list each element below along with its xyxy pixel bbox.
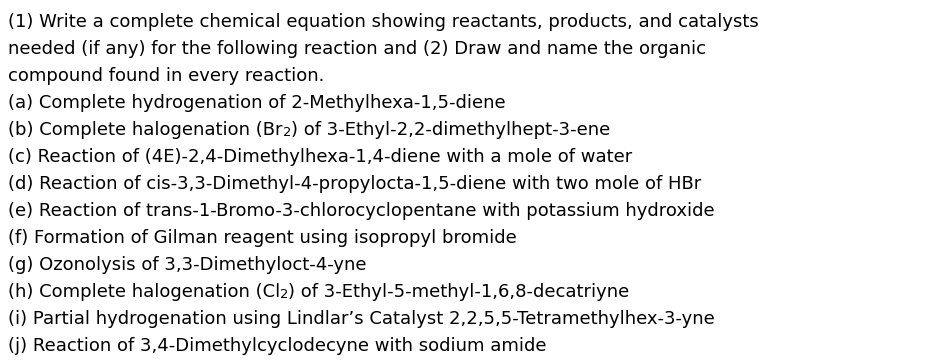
Text: (c) Reaction of (4E)-2,4-Dimethylhexa-1,4-diene with a mole of water: (c) Reaction of (4E)-2,4-Dimethylhexa-1,…: [8, 148, 633, 166]
Text: (b) Complete halogenation (Br: (b) Complete halogenation (Br: [8, 121, 283, 139]
Text: (i) Partial hydrogenation using Lindlar’s Catalyst 2,2,5,5-Tetramethylhex-3-yne: (i) Partial hydrogenation using Lindlar’…: [8, 310, 715, 328]
Text: (f) Formation of Gilman reagent using isopropyl bromide: (f) Formation of Gilman reagent using is…: [8, 229, 517, 247]
Text: 2: 2: [280, 288, 288, 301]
Text: 2: 2: [283, 126, 291, 139]
Text: (e) Reaction of trans-1-Bromo-3-chlorocyclopentane with potassium hydroxide: (e) Reaction of trans-1-Bromo-3-chlorocy…: [8, 202, 715, 220]
Text: compound found in every reaction.: compound found in every reaction.: [8, 67, 325, 85]
Text: (1) Write a complete chemical equation showing reactants, products, and catalyst: (1) Write a complete chemical equation s…: [8, 13, 759, 31]
Text: (h) Complete halogenation (Cl: (h) Complete halogenation (Cl: [8, 283, 280, 301]
Text: ) of 3-Ethyl-2,2-dimethylhept-3-ene: ) of 3-Ethyl-2,2-dimethylhept-3-ene: [291, 121, 610, 139]
Text: ) of 3-Ethyl-5-methyl-1,6,8-decatriyne: ) of 3-Ethyl-5-methyl-1,6,8-decatriyne: [288, 283, 630, 301]
Text: (d) Reaction of cis-3,3-Dimethyl-4-propylocta-1,5-diene with two mole of HBr: (d) Reaction of cis-3,3-Dimethyl-4-propy…: [8, 175, 702, 193]
Text: (a) Complete hydrogenation of 2-Methylhexa-1,5-diene: (a) Complete hydrogenation of 2-Methylhe…: [8, 94, 506, 112]
Text: needed (if any) for the following reaction and (2) Draw and name the organic: needed (if any) for the following reacti…: [8, 40, 706, 58]
Text: (j) Reaction of 3,4-Dimethylcyclodecyne with sodium amide: (j) Reaction of 3,4-Dimethylcyclodecyne …: [8, 337, 547, 355]
Text: (g) Ozonolysis of 3,3-Dimethyloct-4-yne: (g) Ozonolysis of 3,3-Dimethyloct-4-yne: [8, 256, 367, 274]
